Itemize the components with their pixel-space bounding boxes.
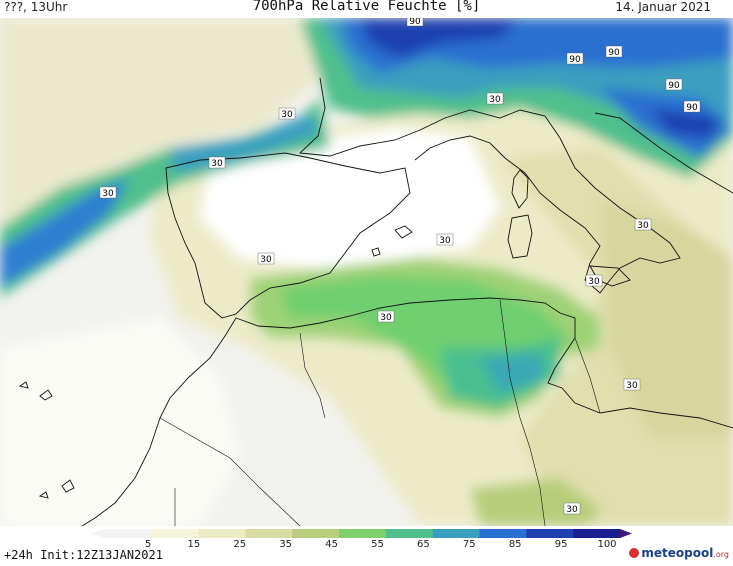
- contour-label: 30: [102, 189, 114, 199]
- contour-label: 30: [260, 255, 272, 265]
- colorbar-tick-label: 95: [554, 539, 568, 550]
- meteopool-logo[interactable]: meteopool.org: [629, 546, 729, 560]
- colorbar-tick-label: 5: [144, 539, 152, 550]
- contour-label: 30: [588, 277, 600, 287]
- coastlines: [18, 77, 733, 526]
- map-title: 700hPa Relative Feuchte [%]: [252, 0, 481, 14]
- colorbar-segment: [432, 529, 481, 538]
- colorbar-segment: [198, 529, 246, 538]
- colorbar-min-arrow: [91, 529, 105, 538]
- contour-label: 30: [566, 505, 578, 515]
- colorbar-tick-label: 85: [508, 539, 522, 550]
- logo-text: meteopool: [641, 546, 714, 560]
- colorbar-strip: [91, 529, 632, 538]
- logo-dot-icon: [629, 548, 640, 558]
- colorbar-segment: [479, 529, 527, 538]
- contour-label: 90: [608, 48, 620, 58]
- contour-label: 30: [439, 236, 451, 246]
- contour-label: 30: [637, 221, 649, 231]
- colorbar-segment: [105, 529, 153, 538]
- colorbar-segment: [292, 529, 340, 538]
- colorbar-segment: [339, 529, 387, 538]
- valid-time-label: ???, 13Uhr: [4, 0, 68, 14]
- colorbar-tick-label: 75: [462, 539, 476, 550]
- contour-label: 30: [380, 313, 392, 323]
- contour-label: 90: [668, 81, 680, 91]
- colorbar-tick-label: 65: [417, 539, 430, 550]
- contour-label: 30: [626, 381, 638, 391]
- contour-label: 90: [569, 55, 581, 65]
- colorbar-segment: [573, 529, 621, 538]
- colorbar-segment: [245, 529, 293, 538]
- contour-label: 30: [211, 159, 223, 169]
- valid-date: 14. Januar 2021: [615, 0, 711, 14]
- contour-label: 30: [489, 95, 501, 105]
- colorbar-tick-label: 100: [597, 539, 617, 550]
- colorbar: 5 15 25 35 45 55 65 75 85 95 100: [0, 526, 733, 566]
- contour-label: 90: [686, 103, 698, 113]
- colorbar-tick-label: 45: [325, 539, 338, 550]
- model-run-label: +24h Init:12Z13JAN2021: [4, 548, 163, 562]
- contour-labels: 90 90 90 90 90 30 30 30 30 30 30 30 30 3…: [99, 18, 701, 515]
- colorbar-max-arrow: [620, 529, 632, 538]
- colorbar-tick-label: 25: [233, 539, 247, 550]
- colorbar-tick-label: 35: [279, 539, 293, 550]
- colorbar-segment: [526, 529, 574, 538]
- colorbar-segment: [151, 529, 200, 538]
- contour-label: 30: [281, 110, 293, 120]
- colorbar-tick-label: 15: [187, 539, 201, 550]
- logo-suffix: .org: [713, 550, 729, 559]
- humidity-map: 90 90 90 90 90 30 30 30 30 30 30 30 30 3…: [0, 18, 733, 526]
- contour-label: 90: [409, 18, 421, 27]
- colorbar-tick-label: 55: [371, 539, 384, 550]
- colorbar-segment: [385, 529, 434, 538]
- header: ???, 13Uhr 700hPa Relative Feuchte [%] 1…: [0, 0, 733, 18]
